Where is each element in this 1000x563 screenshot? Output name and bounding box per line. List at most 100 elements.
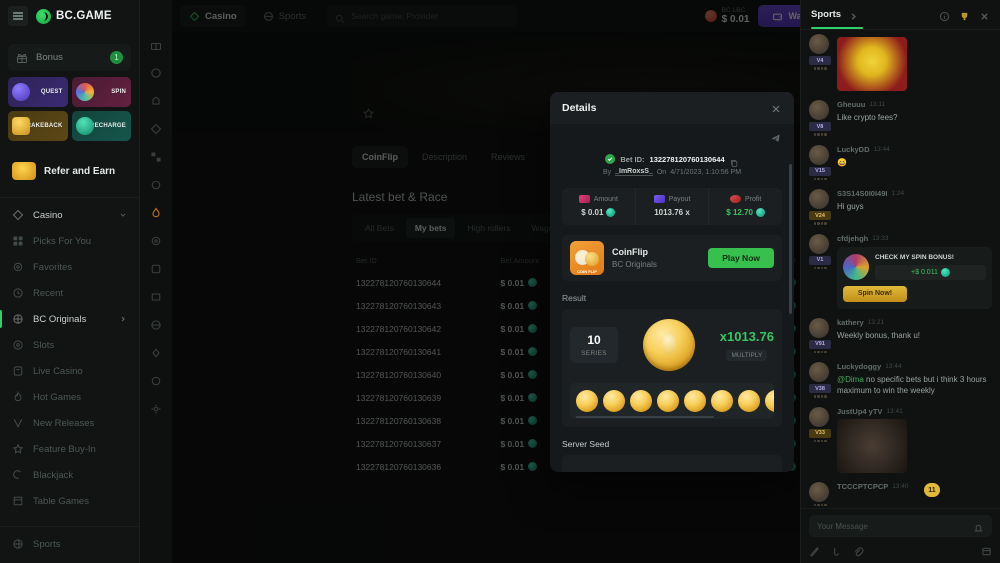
rail-sports-icon[interactable] xyxy=(150,318,162,330)
send-icon[interactable] xyxy=(981,544,992,556)
chat-message-text: 😄 xyxy=(837,157,847,167)
chat-username[interactable]: kathery xyxy=(837,317,864,327)
chat-username[interactable]: cfdjehgh xyxy=(837,233,869,243)
avatar[interactable] xyxy=(809,233,829,254)
rail-slots-icon[interactable] xyxy=(150,234,162,246)
rail-quest-icon[interactable] xyxy=(150,66,162,78)
game-name: CoinFlip xyxy=(612,247,648,257)
close-icon[interactable] xyxy=(770,102,782,114)
rail-bonus-icon[interactable] xyxy=(150,38,162,51)
sidebar-item-favorites[interactable]: Favorites xyxy=(0,254,139,280)
sidebar-item-refer-and-earn[interactable]: Refer and Earn xyxy=(8,157,131,185)
sidebar-item-picks-for-you[interactable]: Picks For You xyxy=(0,228,139,254)
chevron-right-icon[interactable] xyxy=(848,9,859,20)
avatar[interactable] xyxy=(809,100,829,120)
chat-avatar-col: V33 xyxy=(809,406,831,473)
rail-settings-icon[interactable] xyxy=(150,402,162,414)
chevron-down-icon xyxy=(119,211,127,219)
chat-username[interactable]: S3S14S0I0I49I xyxy=(837,189,888,198)
chat-message-image[interactable] xyxy=(837,37,907,91)
chat-username[interactable]: Luckydoggy xyxy=(837,362,882,371)
trophy-icon[interactable] xyxy=(959,9,970,21)
avatar[interactable] xyxy=(809,34,829,54)
chat-message[interactable]: V38 Luckydoggy 13:44 @Dima no specific bets… xyxy=(809,362,992,398)
rail-live-icon[interactable] xyxy=(150,262,162,274)
server-seed-box[interactable] xyxy=(562,455,782,472)
chat-messages[interactable]: V4 V8 Gheuuu 13:11 Like crypto fees? V15 Lucky… xyxy=(801,30,1000,508)
by-user[interactable]: _ImRoxsS_ xyxy=(615,168,653,176)
rail-lottery-icon[interactable] xyxy=(150,346,162,358)
chat-username[interactable]: LuckyDD xyxy=(837,144,870,154)
play-now-button[interactable]: Play Now xyxy=(708,248,774,268)
attach-icon[interactable] xyxy=(853,544,864,557)
chat-message[interactable]: TCCCPTCPCP 13:40 xyxy=(809,481,992,506)
chat-username[interactable]: TCCCPTCPCP xyxy=(837,481,889,491)
modal-scrollbar[interactable] xyxy=(789,164,792,314)
close-icon[interactable] xyxy=(979,9,990,20)
coin-strip-scrollbar[interactable] xyxy=(576,416,714,418)
tile-quest[interactable]: QUEST xyxy=(8,77,68,107)
tile-spin[interactable]: SPIN xyxy=(71,77,131,107)
avatar[interactable] xyxy=(809,317,829,338)
sidebar-item-hot-games[interactable]: Hot Games xyxy=(0,384,139,410)
chat-message[interactable]: V4 xyxy=(809,34,992,91)
rail-hot-icon[interactable] xyxy=(150,206,162,218)
chat-username[interactable]: JustUp4 yTV xyxy=(837,406,883,416)
sidebar-item-feature-buy-in[interactable]: Feature Buy-In xyxy=(0,436,139,462)
sidebar-item-table-games[interactable]: Table Games xyxy=(0,488,139,514)
spin-now-button[interactable]: Spin Now! xyxy=(843,285,907,302)
avatar[interactable] xyxy=(809,144,829,165)
rail-casino-icon[interactable] xyxy=(150,122,162,135)
chat-tab-sports[interactable]: Sports xyxy=(811,9,842,20)
chat-message[interactable]: V8 Gheuuu 13:11 Like crypto fees? xyxy=(809,100,992,136)
sidebar-label: Feature Buy-In xyxy=(33,443,96,455)
series-value: 10 xyxy=(587,333,601,347)
sidebar-label: Hot Games xyxy=(33,391,82,403)
avatar[interactable] xyxy=(809,481,829,502)
copy-icon[interactable] xyxy=(730,155,739,167)
share-icon[interactable] xyxy=(769,132,782,145)
sidebar-item-live-casino[interactable]: Live Casino xyxy=(0,358,139,384)
rail-picks-icon[interactable] xyxy=(150,150,162,162)
avatar[interactable] xyxy=(809,406,829,427)
game-thumbnail[interactable]: COIN FLIP xyxy=(570,241,604,275)
rail-refer-icon[interactable] xyxy=(150,94,162,106)
avatar[interactable] xyxy=(809,189,829,209)
sidebar-bonus-item[interactable]: Bonus 1 xyxy=(8,44,131,71)
coin-strip[interactable] xyxy=(570,383,774,419)
chat-message-input[interactable]: Your Message xyxy=(809,515,992,537)
unread-badge[interactable]: 11 xyxy=(924,483,940,497)
tile-rakeback[interactable]: RAKEBACK xyxy=(8,111,68,141)
chat-message[interactable]: V1 cfdjehgh 13:33 CHECK MY SPIN BONUS! +$ 0.… xyxy=(809,233,992,309)
spin-bonus-card[interactable]: CHECK MY SPIN BONUS! +$ 0.011 Spin Now! xyxy=(837,246,992,309)
chat-avatar-col: V1 xyxy=(809,233,831,309)
sidebar-item-blackjack[interactable]: Blackjack xyxy=(0,462,139,488)
tile-recharge[interactable]: RECHARGE xyxy=(71,111,131,141)
chat-message-col xyxy=(837,34,992,91)
sidebar-divider-2 xyxy=(0,526,139,527)
chat-message[interactable]: V91 kathery 13:21 Weekly bonus, thank u! xyxy=(809,317,992,353)
menu-toggle-button[interactable] xyxy=(8,6,28,26)
sidebar-item-recent[interactable]: Recent xyxy=(0,280,139,306)
emoji-icon[interactable] xyxy=(809,544,820,557)
avatar[interactable] xyxy=(809,362,829,382)
chat-message[interactable]: V33 JustUp4 yTV 13:41 xyxy=(809,406,992,473)
chat-message[interactable]: V24 S3S14S0I0I49I 1:24 Hi guys xyxy=(809,189,992,225)
sidebar-item-bc-originals[interactable]: BC Originals xyxy=(0,306,139,332)
chat-message[interactable]: V15 LuckyDD 13:44 😄 xyxy=(809,144,992,180)
sidebar-item-casino[interactable]: Casino xyxy=(0,202,139,228)
rail-favorites-icon[interactable] xyxy=(150,178,162,190)
brand-logo[interactable]: BC.GAME xyxy=(36,8,112,24)
result-multiplier: x1013.76 xyxy=(719,328,774,344)
sidebar-item-slots[interactable]: Slots xyxy=(0,332,139,358)
chat-message-image[interactable] xyxy=(837,418,907,473)
rail-promotions-icon[interactable] xyxy=(150,374,162,386)
info-icon[interactable] xyxy=(939,9,950,22)
sidebar-item-lottery[interactable]: Lottery xyxy=(0,557,139,563)
sidebar-item-new-releases[interactable]: New Releases xyxy=(0,410,139,436)
sidebar-item-sports[interactable]: Sports xyxy=(0,531,139,557)
bell-icon[interactable] xyxy=(973,521,984,532)
rail-table-icon[interactable] xyxy=(150,290,162,302)
chat-username[interactable]: Gheuuu xyxy=(837,100,866,109)
rain-icon[interactable] xyxy=(831,544,842,556)
